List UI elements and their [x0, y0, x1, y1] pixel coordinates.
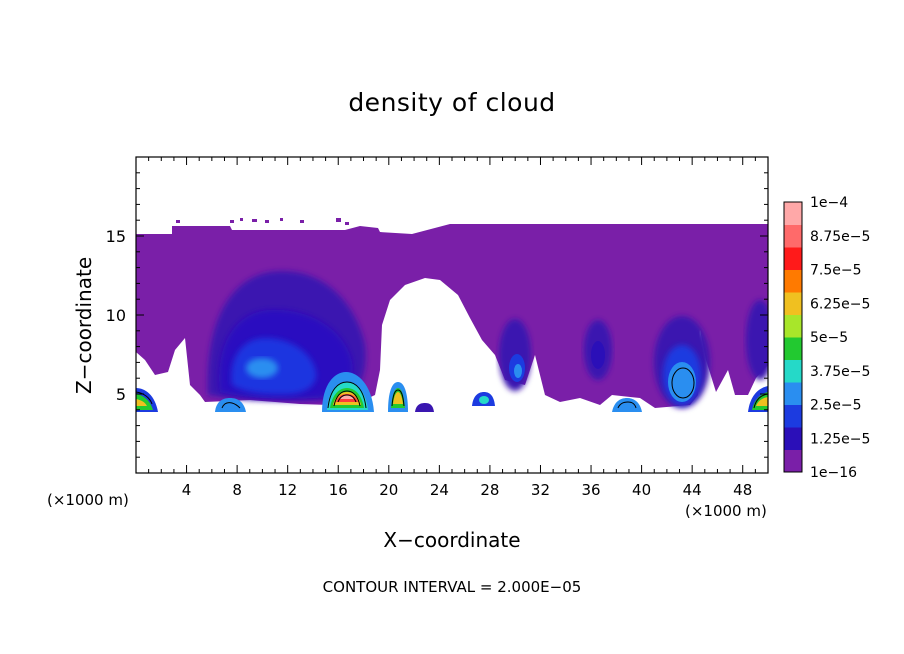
cell-36km-inner: [591, 341, 605, 369]
colorbar-swatch: [784, 404, 802, 428]
colorbar: 1e−16 1.25e−5 2.5e−5 3.75e−5 5e−5 6.25e−5 7.5e…: [783, 195, 870, 481]
chart-title: density of cloud: [348, 88, 556, 117]
colorbar-swatch: [784, 269, 802, 293]
colorbar-frame: [783, 201, 803, 473]
colorbar-label: 8.75e−5: [810, 229, 870, 245]
colorbar-swatch: [784, 337, 802, 360]
x-tick-label: 44: [683, 481, 702, 499]
y-axis-label: Z−coordinate: [72, 256, 96, 394]
cloud-density-field: [136, 218, 768, 412]
colorbar-swatch: [784, 359, 802, 383]
cell-49km-outer: [746, 300, 768, 380]
colorbar-label: 6.25e−5: [810, 296, 870, 312]
x-unit-right: (×1000 m): [685, 502, 767, 520]
axis-ticks: [136, 157, 768, 473]
colorbar-label: 2.5e−5: [810, 398, 862, 414]
x-tick-label: 48: [733, 481, 752, 499]
colorbar-label: 1e−16: [810, 465, 857, 481]
colorbar-label: 1e−4: [810, 195, 848, 211]
cell-39km: [612, 398, 642, 412]
contour-interval-footer: CONTOUR INTERVAL = 2.000E−05: [322, 578, 582, 596]
x-tick-label: 24: [430, 481, 449, 499]
cloud-top-speckles: [176, 218, 349, 225]
colorbar-swatch: [784, 427, 802, 450]
x-tick-label: 36: [581, 481, 600, 499]
colorbar-swatch: [784, 314, 802, 338]
x-axis-label: X−coordinate: [383, 528, 521, 552]
colorbar-swatch: [784, 224, 802, 248]
colorbar-label: 1.25e−5: [810, 431, 870, 447]
y-tick-label: 5: [116, 385, 126, 404]
colorbar-swatch: [784, 449, 802, 473]
cell-23km: [415, 403, 434, 412]
colorbar-swatch: [784, 247, 802, 270]
x-tick-label: 12: [278, 481, 297, 499]
cell-43km-contour: [671, 367, 695, 399]
y-tick-label: 10: [106, 306, 126, 325]
x-unit-left: (×1000 m): [47, 491, 129, 509]
colorbar-label: 5e−5: [810, 330, 848, 346]
y-tick-label: 15: [106, 227, 126, 246]
x-tick-label: 8: [232, 481, 242, 499]
x-tick-label: 28: [480, 481, 499, 499]
x-tick-label: 40: [632, 481, 651, 499]
cell-27km: [472, 392, 495, 406]
x-tick-label: 32: [531, 481, 550, 499]
colorbar-swatch: [784, 202, 802, 225]
colorbar-swatch: [784, 382, 802, 405]
cell-21km: [388, 382, 408, 412]
cell-49km: [748, 386, 768, 412]
colorbar-label: 7.5e−5: [810, 263, 862, 279]
colorbar-label: 3.75e−5: [810, 364, 870, 380]
cell-1km: [136, 388, 158, 412]
x-tick-label: 4: [182, 481, 192, 499]
x-tick-label: 16: [329, 481, 348, 499]
cell-17km: [322, 372, 374, 412]
cell-30km-core: [514, 364, 522, 378]
colorbar-swatch: [784, 292, 802, 315]
x-tick-label: 20: [379, 481, 398, 499]
cell-7km: [215, 398, 246, 412]
contour-level-4: [246, 358, 278, 378]
